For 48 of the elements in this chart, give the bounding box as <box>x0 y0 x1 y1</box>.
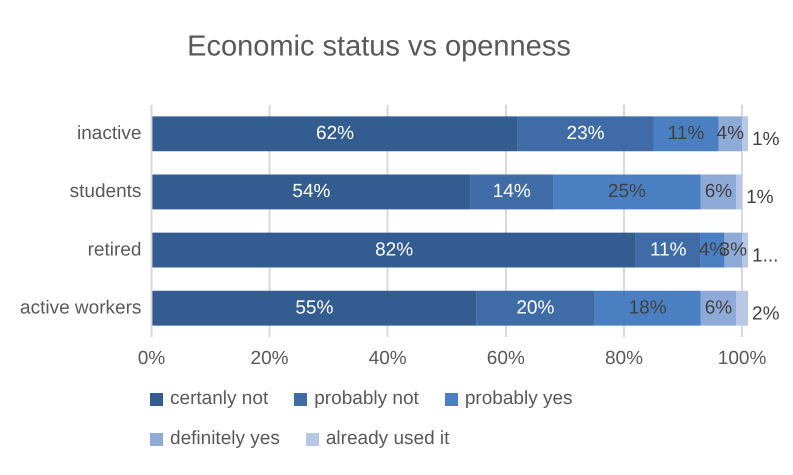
bar <box>470 174 554 210</box>
x-tick-label: 20% <box>250 348 289 369</box>
data-label: 2% <box>752 303 780 324</box>
chart-title: Economic status vs openness <box>187 30 571 62</box>
data-label: 20% <box>516 297 554 318</box>
y-tick-label: students <box>70 181 142 202</box>
legend-label: already used it <box>326 428 450 450</box>
bar <box>736 290 748 326</box>
x-tick-label: 60% <box>486 348 525 369</box>
bar <box>518 116 654 152</box>
legend-label: definitely yes <box>170 428 280 450</box>
bar <box>152 116 518 152</box>
data-label: 25% <box>608 181 646 202</box>
bar <box>152 232 636 268</box>
x-tick-label: 0% <box>138 348 166 369</box>
data-label: 18% <box>628 297 667 318</box>
y-tick-label: inactive <box>77 123 142 144</box>
data-label: 4% <box>716 123 744 144</box>
data-label: 1... <box>752 245 778 266</box>
bar <box>476 290 594 326</box>
data-label: 6% <box>704 297 732 318</box>
bar <box>736 174 742 210</box>
data-label: 55% <box>295 297 334 318</box>
data-label: 14% <box>492 181 531 202</box>
bar <box>653 116 718 152</box>
data-label: 1% <box>752 129 780 150</box>
bar <box>152 174 470 210</box>
bar <box>742 116 748 152</box>
data-label: 6% <box>704 181 732 202</box>
bar <box>594 290 701 326</box>
x-tick-label: 80% <box>604 348 644 369</box>
data-label: 1% <box>746 187 774 208</box>
data-label: 82% <box>375 239 414 260</box>
x-tick-label: 100% <box>718 348 766 369</box>
bar <box>553 174 701 210</box>
data-label: 54% <box>292 181 331 202</box>
data-label: 23% <box>566 123 605 144</box>
bar <box>152 290 476 326</box>
legend-label: probably yes <box>464 388 573 410</box>
data-label: 11% <box>650 239 687 260</box>
x-tick-label: 40% <box>368 348 407 369</box>
legend-label: certanly not <box>170 388 268 410</box>
data-label: 62% <box>316 123 354 144</box>
legend-label: probably not <box>314 388 419 410</box>
y-tick-label: active workers <box>20 297 142 318</box>
bar <box>636 232 701 268</box>
data-label: 11% <box>668 123 704 144</box>
y-tick-label: retired <box>88 239 142 260</box>
